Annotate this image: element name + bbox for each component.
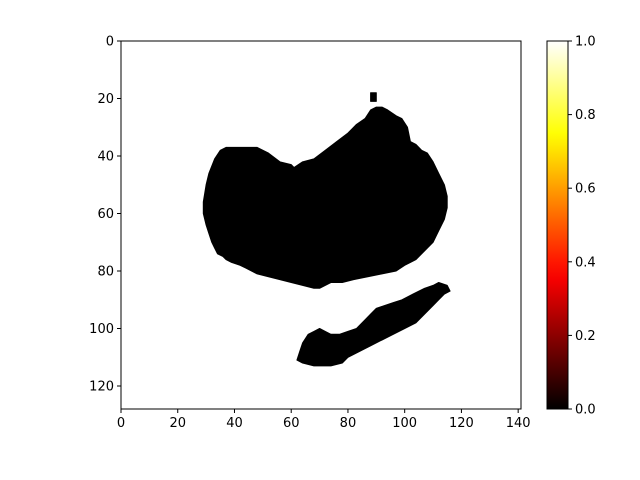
x-tick-label: 0	[117, 416, 125, 431]
y-tick-label: 120	[89, 380, 114, 395]
colorbar-gradient	[546, 40, 569, 410]
heatmap-region	[370, 92, 377, 102]
colorbar-tick-label: 0.0	[575, 403, 596, 418]
axes-frame	[120, 40, 522, 410]
x-tick-label: 140	[506, 416, 531, 431]
heatmap-region	[202, 106, 448, 289]
colorbar-tick-label: 0.6	[575, 182, 596, 197]
x-tick-label: 120	[449, 416, 474, 431]
x-tick-label: 100	[392, 416, 417, 431]
heatmap-region	[296, 282, 451, 367]
y-tick-label: 80	[97, 265, 114, 280]
x-tick-label: 60	[283, 416, 300, 431]
heatmap-area: 0 20 40 60 80 100 120 140 0 20 40 60 80 100 120	[89, 35, 530, 432]
y-tick-label: 20	[97, 92, 114, 107]
y-tick-label: 60	[97, 207, 114, 222]
x-tick-label: 80	[340, 416, 357, 431]
y-tick-label: 40	[97, 150, 114, 165]
colorbar-tick-label: 0.4	[575, 255, 596, 270]
x-tick-label: 40	[226, 416, 243, 431]
y-tick-label: 100	[89, 322, 114, 337]
colorbar-tick-label: 1.0	[575, 35, 596, 50]
colorbar-tick-label: 0.8	[575, 108, 596, 123]
x-tick-label: 20	[169, 416, 186, 431]
colorbar-tick-label: 0.2	[575, 329, 596, 344]
y-tick-label: 0	[106, 35, 114, 50]
colorbar: 0.0 0.2 0.4 0.6 0.8 1.0	[546, 35, 596, 418]
